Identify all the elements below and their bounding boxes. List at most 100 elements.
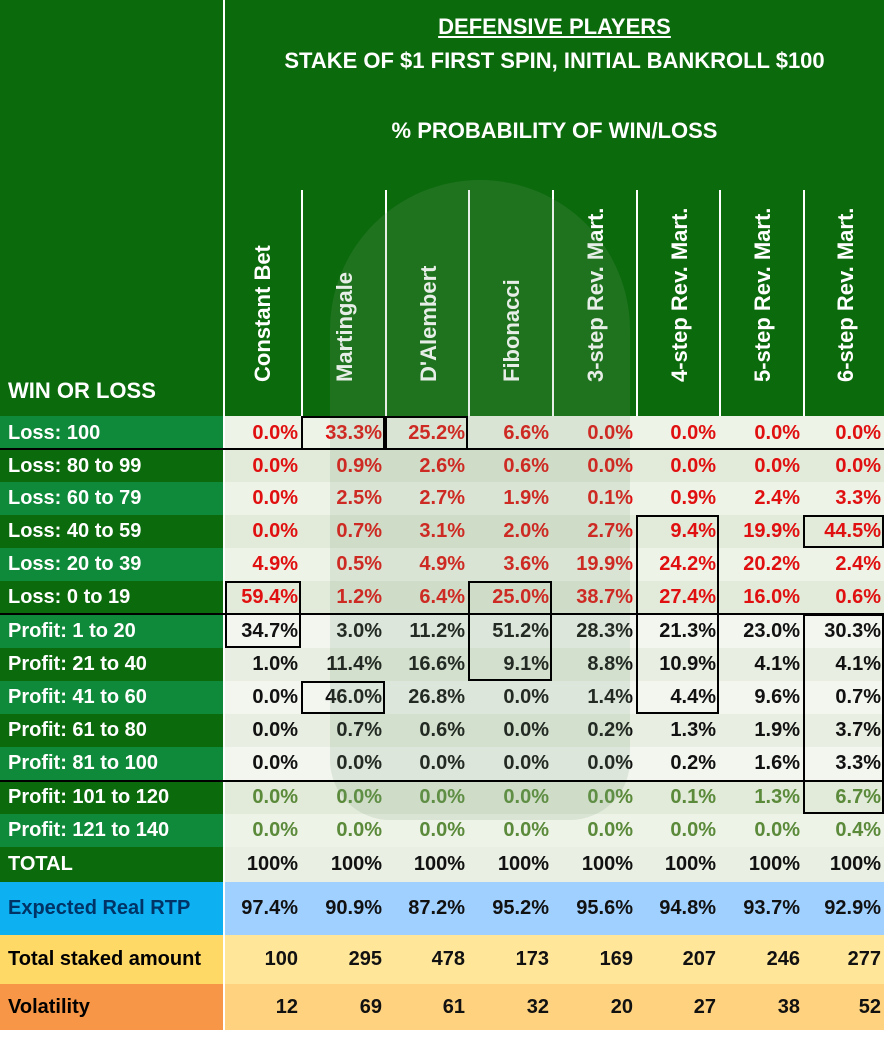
table-cell: 0.0%: [225, 482, 301, 515]
table-cell: 1.6%: [719, 747, 803, 780]
table-cell: 4.1%: [719, 648, 803, 681]
row-label-profit-81-to-100: Profit: 81 to 100: [0, 747, 223, 780]
highlight-box: [803, 515, 884, 548]
table-cell: 95.2%: [468, 882, 552, 935]
table-cell: 2.7%: [385, 482, 468, 515]
table-cell: 100: [225, 935, 301, 984]
table-cell: 92.9%: [803, 882, 884, 935]
table-cell: 295: [301, 935, 385, 984]
table-cell: 0.0%: [301, 747, 385, 780]
table-cell: 207: [636, 935, 719, 984]
table-cell: 0.0%: [552, 416, 636, 450]
table-cell: 11.2%: [385, 614, 468, 648]
table-cell: 69: [301, 984, 385, 1030]
column-header-d-alembert: D'Alembert: [385, 190, 470, 416]
table-cell: 0.0%: [719, 450, 803, 482]
table-cell: 90.9%: [301, 882, 385, 935]
table-cell: 16.0%: [719, 581, 803, 614]
highlight-box: [385, 416, 468, 450]
table-cell: 100%: [468, 847, 552, 882]
table-header: [0, 0, 884, 416]
table-cell: 27.4%: [636, 581, 719, 614]
table-cell: 0.0%: [301, 814, 385, 847]
table-cell: 9.6%: [719, 681, 803, 714]
table-cell: 1.3%: [636, 714, 719, 747]
table-cell: 4.4%: [636, 681, 719, 714]
table-title: DEFENSIVE PLAYERS: [438, 14, 671, 39]
table-cell: 100%: [552, 847, 636, 882]
table-cell: 52: [803, 984, 884, 1030]
row-label-loss-0-to-19: Loss: 0 to 19: [0, 581, 223, 614]
highlight-box: [803, 614, 884, 814]
table-cell: 3.6%: [468, 548, 552, 581]
table-cell: 100%: [225, 847, 301, 882]
table-cell: 1.0%: [225, 648, 301, 681]
table-cell: 0.0%: [803, 416, 884, 450]
table-cell: 38.7%: [552, 581, 636, 614]
table-cell: 0.0%: [719, 416, 803, 450]
table-cell: 3.1%: [385, 515, 468, 548]
table-cell: 16.6%: [385, 648, 468, 681]
row-label-profit-1-to-20: Profit: 1 to 20: [0, 614, 223, 648]
table-cell: 0.6%: [385, 714, 468, 747]
row-label-loss-80-to-99: Loss: 80 to 99: [0, 450, 223, 482]
table-cell: 0.0%: [225, 747, 301, 780]
table-cell: 25.2%: [385, 416, 468, 450]
table-cell: 3.3%: [803, 747, 884, 780]
row-header-label: WIN OR LOSS: [8, 378, 156, 403]
table-cell: 97.4%: [225, 882, 301, 935]
table-cell: 173: [468, 935, 552, 984]
table-cell: 51.2%: [468, 614, 552, 648]
table-cell: 0.0%: [225, 416, 301, 450]
table-cell: 26.8%: [385, 681, 468, 714]
table-cell: 59.4%: [225, 581, 301, 614]
table-cell: 0.2%: [636, 747, 719, 780]
column-header-label: Constant Bet: [250, 245, 275, 382]
table-cell: 93.7%: [719, 882, 803, 935]
table-cell: 2.4%: [719, 482, 803, 515]
table-cell: 21.3%: [636, 614, 719, 648]
column-header-constant-bet: Constant Bet: [225, 190, 301, 416]
table-cell: 100%: [719, 847, 803, 882]
table-cell: 6.7%: [803, 780, 884, 814]
highlight-box: [636, 515, 719, 714]
row-label-loss-40-to-59: Loss: 40 to 59: [0, 515, 223, 548]
table-cell: 0.1%: [552, 482, 636, 515]
row-label-profit-21-to-40: Profit: 21 to 40: [0, 648, 223, 681]
table-cell: 0.0%: [468, 747, 552, 780]
table-cell: 100%: [803, 847, 884, 882]
column-header-label: 5-step Rev. Mart.: [750, 207, 775, 382]
table-cell: 0.0%: [468, 714, 552, 747]
row-label-volatility: Volatility: [0, 984, 223, 1030]
table-cell: 100%: [385, 847, 468, 882]
table-cell: 0.0%: [468, 780, 552, 814]
table-cell: 19.9%: [552, 548, 636, 581]
table-cell: 0.0%: [385, 780, 468, 814]
table-cell: 32: [468, 984, 552, 1030]
table-cell: 0.9%: [301, 450, 385, 482]
table-cell: 0.6%: [468, 450, 552, 482]
table-cell: 1.3%: [719, 780, 803, 814]
table-cell: 1.2%: [301, 581, 385, 614]
table-cell: 2.7%: [552, 515, 636, 548]
table-cell: 46.0%: [301, 681, 385, 714]
table-cell: 0.5%: [301, 548, 385, 581]
table-cell: 20.2%: [719, 548, 803, 581]
highlight-box: [468, 581, 552, 681]
table-cell: 38: [719, 984, 803, 1030]
table-cell: 277: [803, 935, 884, 984]
table-cell: 2.5%: [301, 482, 385, 515]
table-cell: 25.0%: [468, 581, 552, 614]
highlight-box: [301, 416, 385, 450]
row-label-expected-real-rtp: Expected Real RTP: [0, 882, 223, 935]
table-cell: 19.9%: [719, 515, 803, 548]
table-cell: 95.6%: [552, 882, 636, 935]
table-cell: 0.0%: [385, 814, 468, 847]
header-divider: [223, 0, 225, 416]
row-label-profit-121-to-140: Profit: 121 to 140: [0, 814, 223, 847]
table-cell: 12: [225, 984, 301, 1030]
row-label-total: TOTAL: [0, 847, 223, 882]
table-cell: 27: [636, 984, 719, 1030]
column-header-3-step-rev-mart: 3-step Rev. Mart.: [552, 190, 638, 416]
